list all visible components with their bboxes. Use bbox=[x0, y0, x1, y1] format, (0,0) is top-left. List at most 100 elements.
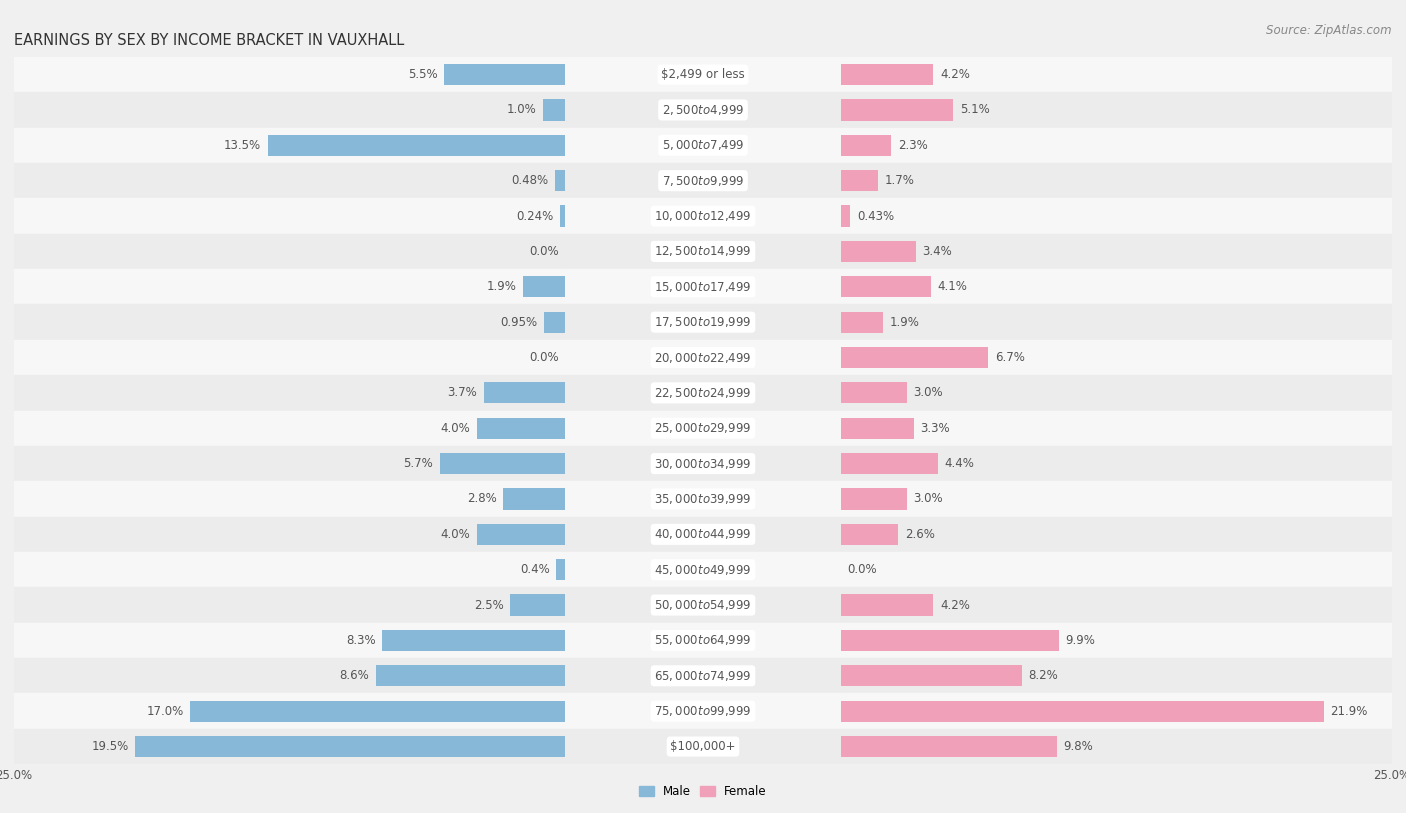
Bar bbox=[841, 446, 1392, 481]
Bar bbox=[841, 489, 907, 510]
Bar bbox=[841, 99, 953, 120]
Bar bbox=[14, 446, 565, 481]
Text: 5.5%: 5.5% bbox=[408, 68, 437, 81]
Text: 8.2%: 8.2% bbox=[1028, 669, 1057, 682]
Text: $50,000 to $54,999: $50,000 to $54,999 bbox=[654, 598, 752, 612]
Bar bbox=[560, 206, 565, 227]
Text: 1.9%: 1.9% bbox=[889, 315, 920, 328]
Bar bbox=[14, 376, 565, 411]
Text: 1.9%: 1.9% bbox=[486, 280, 517, 293]
Bar bbox=[14, 57, 565, 92]
Bar bbox=[565, 693, 841, 729]
Bar bbox=[14, 659, 565, 693]
Bar bbox=[375, 665, 565, 686]
Text: $20,000 to $22,499: $20,000 to $22,499 bbox=[654, 350, 752, 364]
Bar bbox=[841, 623, 1392, 659]
Text: 3.0%: 3.0% bbox=[914, 386, 943, 399]
Bar bbox=[841, 418, 914, 439]
Bar bbox=[440, 453, 565, 474]
Bar bbox=[565, 411, 841, 446]
Text: $10,000 to $12,499: $10,000 to $12,499 bbox=[654, 209, 752, 223]
Bar bbox=[841, 269, 1392, 304]
Bar bbox=[477, 524, 565, 545]
Text: 9.8%: 9.8% bbox=[1063, 740, 1094, 753]
Bar bbox=[841, 517, 1392, 552]
Text: 2.6%: 2.6% bbox=[904, 528, 935, 541]
Text: 9.9%: 9.9% bbox=[1066, 634, 1095, 647]
Bar bbox=[565, 304, 841, 340]
Bar bbox=[14, 623, 565, 659]
Bar bbox=[565, 340, 841, 375]
Text: 3.3%: 3.3% bbox=[920, 422, 950, 435]
Text: $30,000 to $34,999: $30,000 to $34,999 bbox=[654, 457, 752, 471]
Text: $100,000+: $100,000+ bbox=[671, 740, 735, 753]
Bar bbox=[841, 453, 938, 474]
Text: $75,000 to $99,999: $75,000 to $99,999 bbox=[654, 704, 752, 718]
Text: $2,500 to $4,999: $2,500 to $4,999 bbox=[662, 103, 744, 117]
Text: $45,000 to $49,999: $45,000 to $49,999 bbox=[654, 563, 752, 576]
Bar bbox=[14, 198, 565, 234]
Text: 0.0%: 0.0% bbox=[529, 245, 558, 258]
Text: $65,000 to $74,999: $65,000 to $74,999 bbox=[654, 669, 752, 683]
Bar bbox=[14, 304, 565, 340]
Text: $15,000 to $17,499: $15,000 to $17,499 bbox=[654, 280, 752, 293]
Bar bbox=[565, 517, 841, 552]
Bar bbox=[841, 347, 988, 368]
Text: 2.5%: 2.5% bbox=[474, 598, 503, 611]
Bar bbox=[565, 446, 841, 481]
Text: 8.6%: 8.6% bbox=[339, 669, 368, 682]
Text: 19.5%: 19.5% bbox=[91, 740, 129, 753]
Bar bbox=[14, 128, 565, 163]
Bar bbox=[565, 269, 841, 304]
Text: 8.3%: 8.3% bbox=[346, 634, 375, 647]
Text: 0.95%: 0.95% bbox=[501, 315, 537, 328]
Bar bbox=[841, 411, 1392, 446]
Bar bbox=[267, 135, 565, 156]
Bar bbox=[14, 481, 565, 517]
Bar bbox=[841, 170, 879, 191]
Text: 3.0%: 3.0% bbox=[914, 493, 943, 506]
Bar bbox=[841, 701, 1323, 722]
Text: $25,000 to $29,999: $25,000 to $29,999 bbox=[654, 421, 752, 435]
Bar bbox=[565, 376, 841, 411]
Text: 21.9%: 21.9% bbox=[1330, 705, 1368, 718]
Text: $5,000 to $7,499: $5,000 to $7,499 bbox=[662, 138, 744, 152]
Text: 4.2%: 4.2% bbox=[941, 68, 970, 81]
Bar bbox=[565, 481, 841, 517]
Text: 3.4%: 3.4% bbox=[922, 245, 952, 258]
Text: $12,500 to $14,999: $12,500 to $14,999 bbox=[654, 245, 752, 259]
Bar bbox=[565, 233, 841, 269]
Bar bbox=[14, 729, 565, 764]
Bar bbox=[841, 736, 1057, 757]
Bar bbox=[841, 135, 891, 156]
Bar bbox=[841, 233, 1392, 269]
Bar bbox=[841, 665, 1022, 686]
Bar bbox=[565, 729, 841, 764]
Text: 2.8%: 2.8% bbox=[467, 493, 496, 506]
Bar bbox=[841, 587, 1392, 623]
Bar bbox=[841, 92, 1392, 128]
Text: 0.0%: 0.0% bbox=[848, 563, 877, 576]
Bar bbox=[565, 198, 841, 234]
Legend: Male, Female: Male, Female bbox=[634, 780, 772, 803]
Bar bbox=[382, 630, 565, 651]
Bar bbox=[565, 659, 841, 693]
Bar bbox=[544, 311, 565, 333]
Bar bbox=[135, 736, 565, 757]
Bar bbox=[841, 198, 1392, 234]
Bar bbox=[477, 418, 565, 439]
Bar bbox=[503, 489, 565, 510]
Bar bbox=[565, 623, 841, 659]
Bar bbox=[565, 587, 841, 623]
Bar bbox=[14, 411, 565, 446]
Bar bbox=[565, 57, 841, 92]
Bar bbox=[543, 99, 565, 120]
Text: 17.0%: 17.0% bbox=[146, 705, 184, 718]
Text: $40,000 to $44,999: $40,000 to $44,999 bbox=[654, 528, 752, 541]
Bar bbox=[841, 340, 1392, 375]
Bar bbox=[841, 481, 1392, 517]
Text: $55,000 to $64,999: $55,000 to $64,999 bbox=[654, 633, 752, 647]
Bar bbox=[14, 92, 565, 128]
Bar bbox=[444, 64, 565, 85]
Bar bbox=[14, 587, 565, 623]
